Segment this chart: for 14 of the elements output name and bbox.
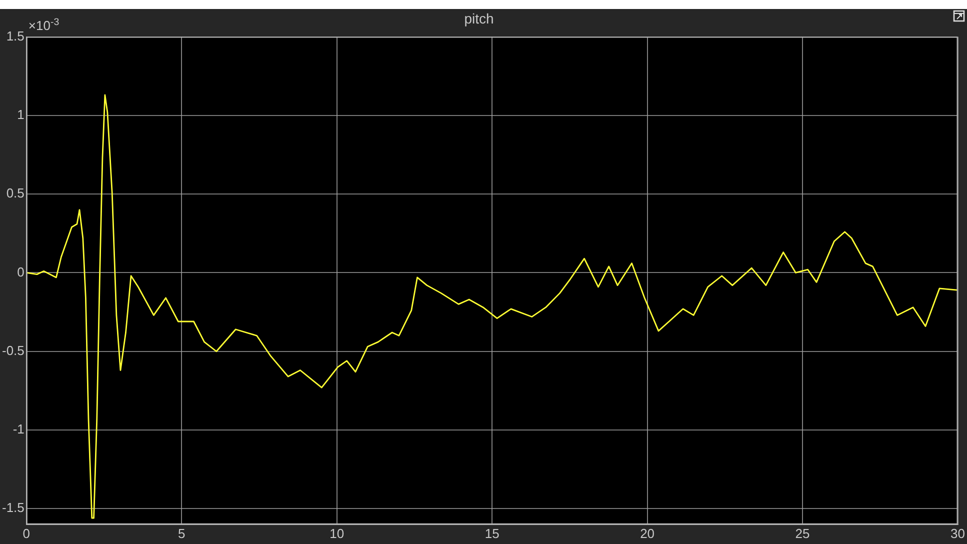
- y-tick-label: 0: [17, 264, 24, 280]
- y-tick-label: -1: [12, 422, 24, 437]
- y-tick-label: 0.5: [6, 186, 24, 201]
- x-tick-label: 10: [330, 526, 344, 541]
- x-tick-label: 30: [950, 526, 966, 541]
- x-tick-label: 20: [640, 526, 655, 541]
- x-tick-label: 5: [178, 526, 186, 541]
- x-tick-label: 15: [484, 526, 500, 541]
- y-tick-label: 1.5: [6, 28, 24, 44]
- chart-title: pitch: [464, 10, 494, 26]
- y-tick-label: -0.5: [2, 342, 24, 358]
- y-tick-label: 1: [17, 107, 24, 122]
- x-tick-label: 25: [795, 526, 810, 541]
- y-tick-label: -1.5: [2, 500, 24, 516]
